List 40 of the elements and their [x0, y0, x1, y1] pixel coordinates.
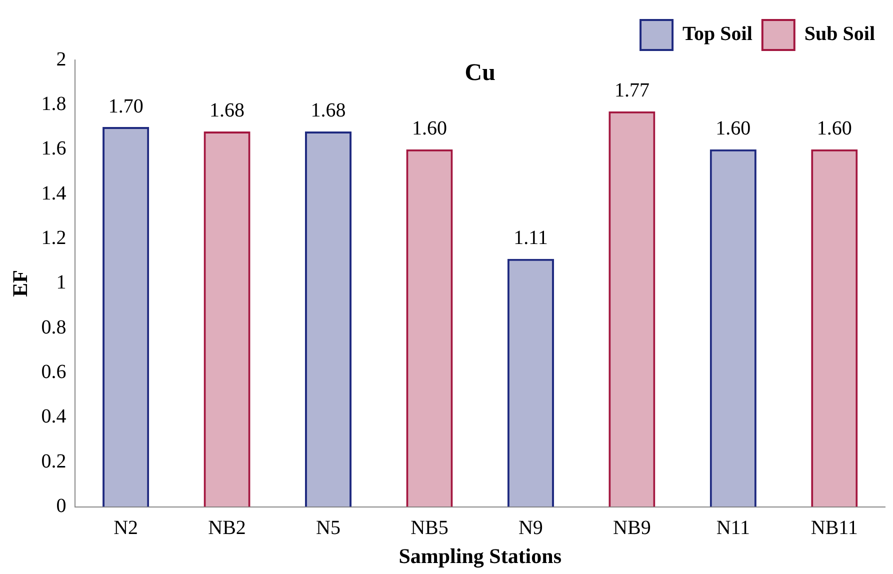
y-tick-label: 1.2: [41, 226, 66, 249]
x-axis-title: Sampling Stations: [398, 544, 562, 568]
data-label: 1.60: [716, 118, 751, 140]
y-tick-label: 0.2: [41, 450, 66, 472]
bar: [811, 149, 858, 507]
x-tick-label: N11: [716, 517, 750, 540]
chart-title: Cu: [464, 60, 496, 86]
x-tick-label: N9: [518, 517, 543, 540]
y-axis-title: EF: [8, 270, 32, 297]
data-label: 1.11: [514, 227, 548, 250]
x-tick-label: N5: [316, 517, 340, 540]
data-label: 1.68: [310, 100, 346, 122]
bar: [608, 111, 656, 507]
bar: [710, 149, 756, 507]
bar: [102, 127, 150, 507]
bar: [406, 149, 453, 507]
data-label: 1.68: [210, 100, 245, 122]
y-tick-label: 0.8: [41, 316, 66, 338]
y-tick-label: 1.4: [41, 182, 66, 204]
bar: [304, 131, 352, 507]
x-tick-label: N2: [114, 517, 138, 540]
y-tick-label: 1.8: [41, 92, 66, 115]
data-label: 1.60: [816, 118, 852, 140]
y-tick-label: 1: [56, 272, 66, 294]
bar: [507, 258, 554, 507]
y-tick-label: 0: [56, 495, 66, 518]
legend-label: Top Soil: [682, 23, 753, 46]
data-label: 1.60: [412, 118, 447, 140]
y-tick-label: 0.6: [41, 361, 66, 384]
x-tick-label: NB11: [810, 517, 858, 540]
x-tick-label: NB9: [613, 517, 651, 540]
data-label: 1.77: [614, 80, 650, 102]
y-tick-label: 1.6: [41, 138, 66, 160]
x-tick-label: NB5: [410, 517, 448, 540]
y-tick-label: 2: [56, 48, 66, 70]
x-tick-label: NB2: [208, 517, 246, 540]
bar: [204, 131, 250, 507]
legend-label: Sub Soil: [804, 23, 876, 46]
y-tick-label: 0.4: [41, 406, 66, 428]
data-label: 1.70: [108, 95, 144, 118]
